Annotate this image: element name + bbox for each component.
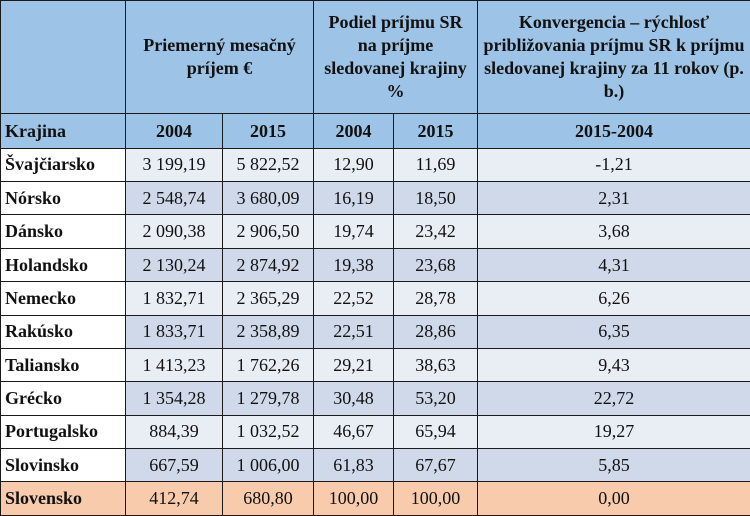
- income-2015-cell: 2 874,92: [222, 247, 314, 283]
- income-group-header: Priemerný mesačný príjem €: [125, 0, 314, 115]
- convergence-cell: 19,27: [477, 414, 750, 450]
- share-2015-cell: 38,63: [392, 347, 479, 383]
- income-2004-cell: 3 199,19: [125, 147, 223, 183]
- header-row-years: Krajina 2004 2015 2004 2015 2015-2004: [0, 113, 750, 149]
- share-2004-cell: 12,90: [313, 147, 394, 183]
- country-name-cell: Slovinsko: [0, 448, 126, 483]
- income-2015-cell: 3 680,09: [222, 181, 314, 216]
- share-2004-cell: 100,00: [313, 481, 394, 516]
- table-row: Holandsko 2 130,24 2 874,92 19,38 23,68 4,31: [0, 247, 750, 283]
- table-row: Slovinsko 667,59 1 006,00 61,83 67,67 5,85: [0, 448, 750, 483]
- country-name-cell: Holandsko: [0, 247, 126, 283]
- share-2004-cell: 30,48: [313, 381, 394, 416]
- country-name-cell: Dánsko: [0, 214, 126, 249]
- income-2015-cell: 2 906,50: [222, 214, 314, 249]
- share-2015-cell: 53,20: [392, 381, 479, 416]
- table-row: Dánsko 2 090,38 2 906,50 19,74 23,42 3,68: [0, 214, 750, 249]
- share-2015-cell: 28,78: [392, 281, 479, 316]
- share-2015-cell: 100,00: [392, 481, 479, 516]
- income-2004-cell: 1 833,71: [125, 314, 223, 349]
- table-row: Taliansko 1 413,23 1 762,26 29,21 38,63 9,43: [0, 347, 750, 383]
- convergence-cell: 2,31: [477, 181, 750, 216]
- country-name-cell: Grécko: [0, 381, 126, 416]
- share-2015-cell: 18,50: [392, 181, 479, 216]
- convergence-cell: 22,72: [477, 381, 750, 416]
- income-2004-cell: 884,39: [125, 414, 223, 450]
- share-2004-cell: 46,67: [313, 414, 394, 450]
- country-name-cell: Nemecko: [0, 281, 126, 316]
- country-name-cell: Slovensko: [0, 481, 126, 516]
- income-2004-header: 2004: [125, 113, 223, 149]
- empty-header-cell: [0, 0, 126, 115]
- table-row: Švajčiarsko 3 199,19 5 822,52 12,90 11,69 -1,…: [0, 147, 750, 183]
- convergence-cell: 5,85: [477, 448, 750, 483]
- share-2015-cell: 11,69: [392, 147, 479, 183]
- convergence-group-header: Konvergencia – rýchlosť približovania pr…: [477, 0, 750, 115]
- table-row: Portugalsko 884,39 1 032,52 46,67 65,94 19,27: [0, 414, 750, 450]
- share-2004-cell: 61,83: [313, 448, 394, 483]
- share-2004-header: 2004: [313, 113, 394, 149]
- income-2015-cell: 680,80: [222, 481, 314, 516]
- country-name-cell: Rakúsko: [0, 314, 126, 349]
- share-2015-cell: 23,68: [392, 247, 479, 283]
- income-2004-cell: 1 413,23: [125, 347, 223, 383]
- income-2015-cell: 2 358,89: [222, 314, 314, 349]
- income-2015-cell: 1 279,78: [222, 381, 314, 416]
- income-2004-cell: 1 832,71: [125, 281, 223, 316]
- share-2004-cell: 16,19: [313, 181, 394, 216]
- income-2004-cell: 2 548,74: [125, 181, 223, 216]
- income-2004-cell: 2 130,24: [125, 247, 223, 283]
- income-2015-cell: 1 006,00: [222, 448, 314, 483]
- convergence-cell: 6,35: [477, 314, 750, 349]
- convergence-cell: 6,26: [477, 281, 750, 316]
- convergence-cell: 0,00: [477, 481, 750, 516]
- share-2015-cell: 65,94: [392, 414, 479, 450]
- income-2015-cell: 2 365,29: [222, 281, 314, 316]
- share-2015-header: 2015: [392, 113, 479, 149]
- table-row: Grécko 1 354,28 1 279,78 30,48 53,20 22,72: [0, 381, 750, 416]
- income-2004-cell: 2 090,38: [125, 214, 223, 249]
- share-2004-cell: 22,52: [313, 281, 394, 316]
- country-name-cell: Portugalsko: [0, 414, 126, 450]
- country-name-cell: Nórsko: [0, 181, 126, 216]
- share-group-header: Podiel príjmu SR na príjme sledovanej kr…: [312, 0, 479, 115]
- income-2004-cell: 667,59: [125, 448, 223, 483]
- share-2004-cell: 19,38: [313, 247, 394, 283]
- table-row: Slovensko 412,74 680,80 100,00 100,00 0,00: [0, 481, 750, 516]
- convergence-period-header: 2015-2004: [477, 113, 750, 149]
- share-2004-cell: 22,51: [313, 314, 394, 349]
- convergence-cell: -1,21: [477, 147, 750, 183]
- income-2015-cell: 5 822,52: [222, 147, 314, 183]
- income-2015-cell: 1 762,26: [222, 347, 314, 383]
- income-2004-cell: 412,74: [125, 481, 223, 516]
- table-row: Nemecko 1 832,71 2 365,29 22,52 28,78 6,26: [0, 281, 750, 316]
- country-name-cell: Taliansko: [0, 347, 126, 383]
- convergence-cell: 3,68: [477, 214, 750, 249]
- income-2015-header: 2015: [222, 113, 314, 149]
- share-2015-cell: 23,42: [392, 214, 479, 249]
- convergence-cell: 9,43: [477, 347, 750, 383]
- income-2015-cell: 1 032,52: [222, 414, 314, 450]
- table-row: Rakúsko 1 833,71 2 358,89 22,51 28,86 6,35: [0, 314, 750, 349]
- country-name-cell: Švajčiarsko: [0, 147, 126, 183]
- income-2004-cell: 1 354,28: [125, 381, 223, 416]
- table-row: Nórsko 2 548,74 3 680,09 16,19 18,50 2,31: [0, 181, 750, 216]
- share-2004-cell: 29,21: [313, 347, 394, 383]
- convergence-cell: 4,31: [477, 247, 750, 283]
- share-2015-cell: 28,86: [392, 314, 479, 349]
- share-2004-cell: 19,74: [313, 214, 394, 249]
- header-row-groups: Priemerný mesačný príjem € Podiel príjmu…: [0, 0, 750, 115]
- share-2015-cell: 67,67: [392, 448, 479, 483]
- country-header: Krajina: [0, 113, 126, 149]
